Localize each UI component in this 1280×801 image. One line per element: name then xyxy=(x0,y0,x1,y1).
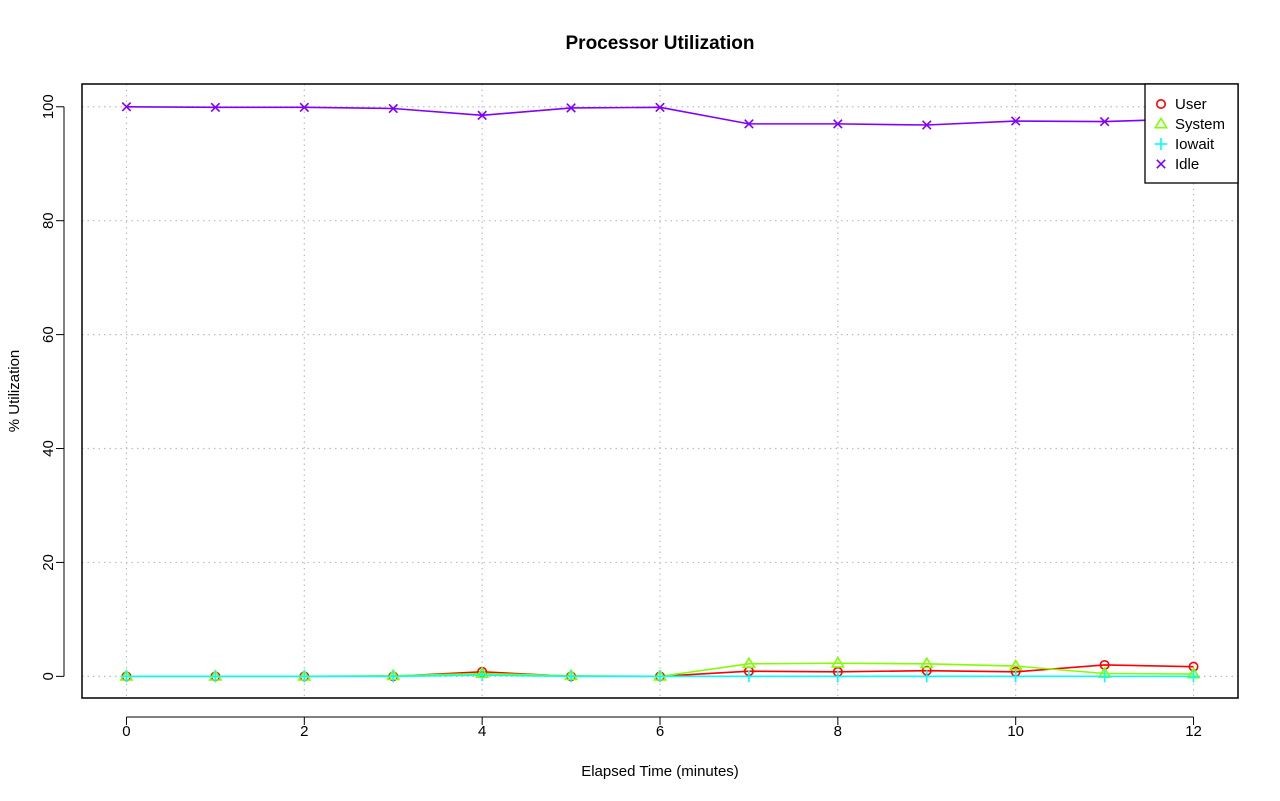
y-tick-label: 40 xyxy=(40,440,57,457)
data-point-idle xyxy=(1010,116,1021,126)
data-point-idle xyxy=(1099,116,1110,127)
x-tick-label: 8 xyxy=(834,723,842,740)
y-axis: 0 20 40 60 80 100 xyxy=(40,94,65,681)
data-point-system xyxy=(741,656,756,669)
data-point-iowait xyxy=(654,670,666,683)
data-point-iowait xyxy=(209,670,222,683)
data-point-system xyxy=(919,656,934,669)
data-point-idle xyxy=(833,119,843,129)
x-tick-label: 2 xyxy=(300,723,308,740)
grid xyxy=(82,84,1238,698)
legend: User System Iowait Idle xyxy=(1144,83,1239,184)
data-point-system xyxy=(830,656,845,668)
legend-label-iowait: Iowait xyxy=(1175,136,1215,153)
series-markers xyxy=(119,102,1201,683)
data-point-iowait xyxy=(565,670,578,683)
series-line-idle xyxy=(126,105,1194,126)
data-point-iowait xyxy=(742,670,755,683)
data-point-iowait xyxy=(476,669,489,682)
data-point-iowait xyxy=(920,670,933,683)
chart-title: Processor Utilization xyxy=(566,33,755,54)
x-tick-label: 6 xyxy=(656,723,664,740)
y-tick-label: 80 xyxy=(40,212,57,229)
data-point-idle xyxy=(477,110,487,121)
legend-label-user: User xyxy=(1175,96,1207,113)
data-point-iowait xyxy=(1187,670,1200,683)
data-point-idle xyxy=(299,102,310,113)
data-point-idle xyxy=(566,103,576,113)
y-tick-label: 20 xyxy=(40,554,57,571)
y-tick-label: 100 xyxy=(40,94,57,119)
x-axis: 0 2 4 6 8 10 12 xyxy=(122,716,1202,740)
data-point-idle xyxy=(121,102,132,112)
data-point-idle xyxy=(388,103,398,114)
data-point-idle xyxy=(922,120,932,130)
data-point-iowait xyxy=(298,670,311,683)
data-point-idle xyxy=(655,102,665,113)
y-tick-label: 60 xyxy=(40,326,57,343)
legend-marker-idle xyxy=(1156,159,1166,169)
legend-marker-user xyxy=(1156,99,1167,110)
plot-frame xyxy=(81,83,1239,699)
data-point-iowait xyxy=(831,670,844,683)
x-axis-label: Elapsed Time (minutes) xyxy=(581,763,739,780)
data-point-iowait xyxy=(120,670,133,683)
x-tick-label: 0 xyxy=(122,723,130,740)
data-point-idle xyxy=(744,119,754,129)
y-tick-label: 0 xyxy=(40,672,57,680)
data-point-system xyxy=(1008,658,1023,671)
x-tick-label: 4 xyxy=(478,723,486,740)
legend-label-idle: Idle xyxy=(1175,156,1199,173)
y-axis-label: % Utilization xyxy=(6,350,23,433)
data-point-idle xyxy=(210,102,221,113)
legend-marker-iowait xyxy=(1155,138,1167,150)
legend-label-system: System xyxy=(1175,116,1225,133)
legend-marker-system xyxy=(1153,116,1169,129)
data-point-iowait xyxy=(1009,670,1022,683)
data-point-iowait xyxy=(1098,670,1111,683)
x-tick-label: 12 xyxy=(1185,723,1202,740)
data-point-iowait xyxy=(387,670,400,683)
x-tick-label: 10 xyxy=(1007,723,1024,740)
